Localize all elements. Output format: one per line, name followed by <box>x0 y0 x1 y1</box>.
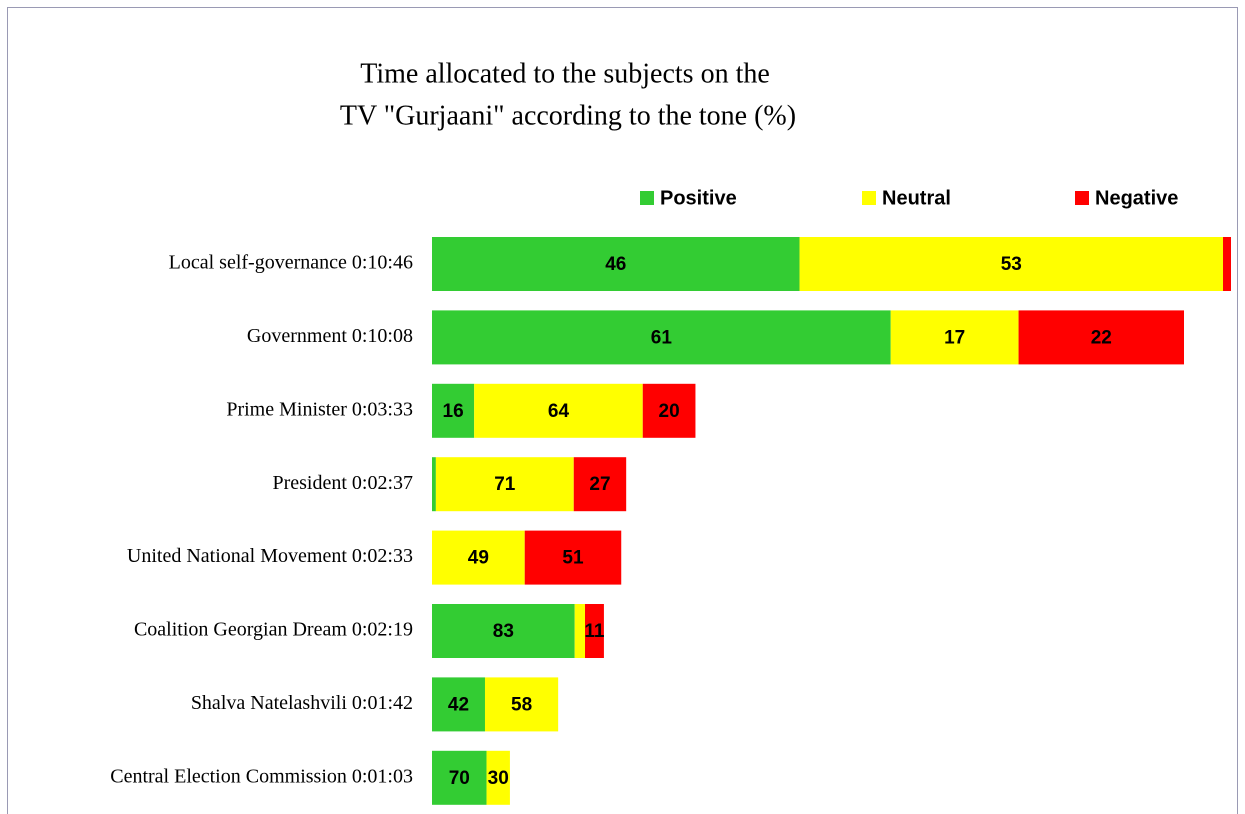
frame <box>7 7 1238 814</box>
bar-segment <box>486 750 510 805</box>
chart-title: Time allocated to the subjects on the <box>360 58 770 89</box>
value-label: 53 <box>1001 254 1022 275</box>
category-label: Government 0:10:08 <box>247 325 413 347</box>
legend-label: Neutral <box>882 187 951 209</box>
category-label: Central Election Commission 0:01:03 <box>110 765 413 787</box>
value-label: 51 <box>562 548 584 569</box>
bar-segment <box>890 310 1019 365</box>
bar-segment <box>574 604 586 658</box>
category-label: United National Movement 0:02:33 <box>127 545 413 567</box>
value-label: 20 <box>659 401 680 422</box>
bar-segment <box>642 383 696 438</box>
value-label: 61 <box>651 327 673 348</box>
bar-segment <box>1018 310 1184 365</box>
value-label: 11 <box>584 621 605 642</box>
bar-segment <box>432 530 525 585</box>
value-label: 42 <box>448 694 469 715</box>
value-label: 27 <box>589 474 610 495</box>
bar-segment <box>524 530 622 585</box>
value-label: 83 <box>493 621 514 642</box>
category-label: Coalition Georgian Dream 0:02:19 <box>134 619 413 641</box>
value-label: 58 <box>511 694 532 715</box>
legend-label: Positive <box>660 187 737 209</box>
value-label: 70 <box>449 768 470 789</box>
value-label: 17 <box>944 327 965 348</box>
bar-segment <box>432 604 575 658</box>
value-label: 71 <box>494 474 516 495</box>
chart-title: TV "Gurjaani" according to the tone (%) <box>340 100 796 131</box>
bar-segment <box>484 677 559 732</box>
value-label: 30 <box>488 768 509 789</box>
bar-segment <box>585 604 604 658</box>
bar-segment <box>432 383 475 438</box>
category-label: President 0:02:37 <box>272 472 413 494</box>
bar-segment <box>432 237 800 291</box>
legend-label: Negative <box>1095 187 1178 209</box>
bar-segment <box>435 457 574 512</box>
bar-segment <box>432 310 891 365</box>
legend-swatch <box>640 191 654 205</box>
legend-swatch <box>1075 191 1089 205</box>
bar-segment <box>432 457 436 512</box>
value-label: 46 <box>605 254 626 275</box>
bar-segment <box>799 237 1224 291</box>
value-label: 49 <box>468 548 489 569</box>
category-label: Prime Minister 0:03:33 <box>226 398 413 420</box>
value-label: 64 <box>548 401 570 422</box>
bar-segment <box>432 750 487 805</box>
legend-swatch <box>862 191 876 205</box>
category-label: Shalva Natelashvili 0:01:42 <box>191 692 413 714</box>
bar-segment <box>1223 237 1231 291</box>
bar-segment <box>474 383 643 438</box>
value-label: 22 <box>1091 327 1112 348</box>
bar-segment <box>573 457 627 512</box>
bar-segment <box>432 677 485 732</box>
category-label: Local self-governance 0:10:46 <box>169 252 413 274</box>
value-label: 16 <box>443 401 464 422</box>
